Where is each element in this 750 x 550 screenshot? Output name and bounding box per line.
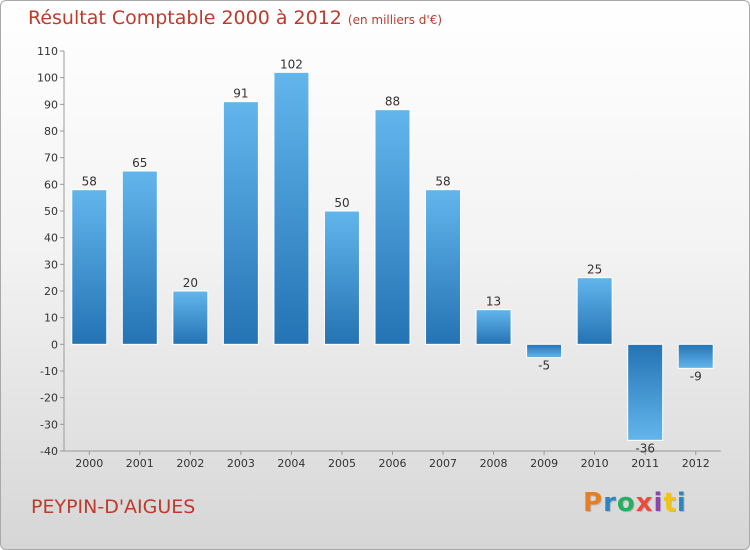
x-tick-label-2000: 2000: [75, 457, 103, 470]
y-tick-label: -40: [40, 445, 58, 458]
x-tick-label-2003: 2003: [227, 457, 255, 470]
value-label-2007: 58: [435, 175, 450, 189]
bar-2006: [374, 109, 411, 345]
y-tick-label: 70: [44, 152, 58, 165]
bar-2005: [323, 210, 360, 345]
y-tick-label: -20: [40, 392, 58, 405]
bar-2004: [273, 71, 310, 345]
value-label-2003: 91: [233, 87, 248, 101]
y-tick-label: 30: [44, 258, 58, 271]
bar-2002: [172, 290, 209, 345]
value-label-2006: 88: [385, 95, 400, 109]
x-tick-label-2004: 2004: [277, 457, 305, 470]
x-tick-label-2008: 2008: [480, 457, 508, 470]
y-tick-label: 80: [44, 125, 58, 138]
value-label-2002: 20: [183, 276, 198, 290]
y-tick-label: 20: [44, 285, 58, 298]
logo-letter: i: [676, 488, 687, 518]
x-tick-label-2012: 2012: [682, 457, 710, 470]
bar-2012: [677, 343, 714, 369]
value-label-2009: -5: [538, 359, 550, 373]
bar-2011: [627, 343, 664, 441]
bar-2003: [222, 101, 259, 345]
y-tick-label: -30: [40, 418, 58, 431]
logo-letter: P: [583, 488, 604, 518]
value-label-2011: -36: [635, 441, 655, 455]
x-tick-label-2011: 2011: [631, 457, 659, 470]
y-tick-label: 10: [44, 312, 58, 325]
chart-title-text: Résultat Comptable 2000 à 2012: [28, 7, 342, 29]
value-label-2000: 58: [82, 175, 97, 189]
logo-letter: i: [653, 488, 664, 518]
value-label-2010: 25: [587, 263, 602, 277]
x-tick-label-2005: 2005: [328, 457, 356, 470]
x-tick-label-2002: 2002: [176, 457, 204, 470]
y-tick-label: 50: [44, 205, 58, 218]
x-tick-label-2009: 2009: [530, 457, 558, 470]
y-tick-label: 90: [44, 98, 58, 111]
logo-letter: r: [603, 488, 617, 518]
bar-2008: [475, 309, 512, 345]
y-tick-label: 60: [44, 178, 58, 191]
value-label-2001: 65: [132, 156, 147, 170]
logo-letter: o: [616, 488, 636, 518]
value-label-2005: 50: [334, 196, 349, 210]
chart-title: Résultat Comptable 2000 à 2012 (en millie…: [28, 7, 442, 29]
bar-2007: [425, 189, 462, 345]
y-tick-label: -10: [40, 365, 58, 378]
y-tick-label: 110: [37, 45, 58, 58]
bar-2010: [576, 277, 613, 345]
y-tick-label: 0: [51, 338, 58, 351]
commune-name: PEYPIN-D'AIGUES: [31, 496, 196, 518]
value-label-2012: -9: [690, 369, 702, 383]
y-tick-label: 40: [44, 232, 58, 245]
x-tick-label-2001: 2001: [126, 457, 154, 470]
bar-2000: [71, 189, 108, 345]
bar-2009: [526, 343, 563, 359]
x-tick-label-2010: 2010: [581, 457, 609, 470]
y-tick-label: 100: [37, 72, 58, 85]
x-tick-label-2006: 2006: [379, 457, 407, 470]
value-label-2008: 13: [486, 295, 501, 309]
logo-letter: x: [635, 488, 654, 518]
x-tick-label-2007: 2007: [429, 457, 457, 470]
logo-letter: t: [663, 488, 677, 518]
bar-chart: -40 -30 -20 -10 0 10 20 30 40 50 60 70 80 90 100 110 58…: [37, 45, 721, 470]
bar-2001: [121, 170, 158, 345]
proxiti-logo: Proxiti: [583, 488, 687, 518]
value-label-2004: 102: [280, 57, 303, 71]
chart-subtitle: (en milliers d'€): [347, 13, 443, 27]
